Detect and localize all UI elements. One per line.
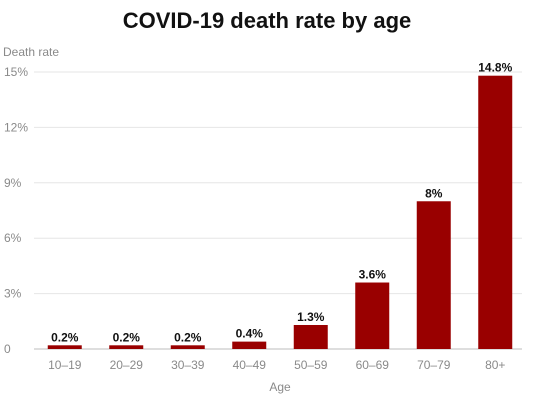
x-tick-label: 30–39: [171, 358, 205, 372]
y-tick-labels: 0 3% 6% 9% 12% 15%: [4, 65, 28, 356]
y-tick-label: 6%: [4, 231, 22, 245]
data-label: 14.8%: [478, 61, 512, 75]
bar: [170, 345, 205, 349]
x-tick-label: 80+: [485, 358, 505, 372]
data-label: 8%: [425, 186, 443, 200]
chart-title: COVID-19 death rate by age: [123, 8, 412, 33]
x-tick-label: 20–29: [110, 358, 144, 372]
x-tick-label: 40–49: [233, 358, 267, 372]
x-axis-label: Age: [269, 380, 291, 394]
data-label: 1.3%: [297, 310, 325, 324]
bar: [232, 341, 267, 349]
x-tick-label: 50–59: [294, 358, 328, 372]
data-labels: 0.2% 0.2% 0.2% 0.4% 1.3% 3.6% 8% 14.8%: [51, 61, 513, 345]
bar: [478, 75, 513, 350]
y-tick-label: 12%: [4, 120, 28, 134]
y-tick-label: 15%: [4, 65, 28, 79]
y-tick-label: 3%: [4, 287, 22, 301]
bar: [47, 345, 82, 349]
x-tick-labels: 10–19 20–29 30–39 40–49 50–59 60–69 70–79 80+: [48, 358, 505, 372]
data-label: 0.2%: [51, 330, 79, 344]
y-tick-label: 9%: [4, 176, 22, 190]
data-label: 3.6%: [359, 268, 387, 282]
data-label: 0.4%: [236, 327, 264, 341]
x-tick-label: 60–69: [356, 358, 390, 372]
x-tick-label: 10–19: [48, 358, 82, 372]
bar: [109, 345, 144, 349]
x-tick-label: 70–79: [417, 358, 451, 372]
y-axis-label: Death rate: [3, 45, 59, 59]
data-label: 0.2%: [174, 330, 202, 344]
bar: [293, 324, 328, 349]
bars: [47, 75, 513, 350]
bar: [355, 282, 390, 349]
data-label: 0.2%: [113, 330, 141, 344]
bar: [416, 201, 451, 349]
y-tick-label: 0: [4, 342, 11, 356]
